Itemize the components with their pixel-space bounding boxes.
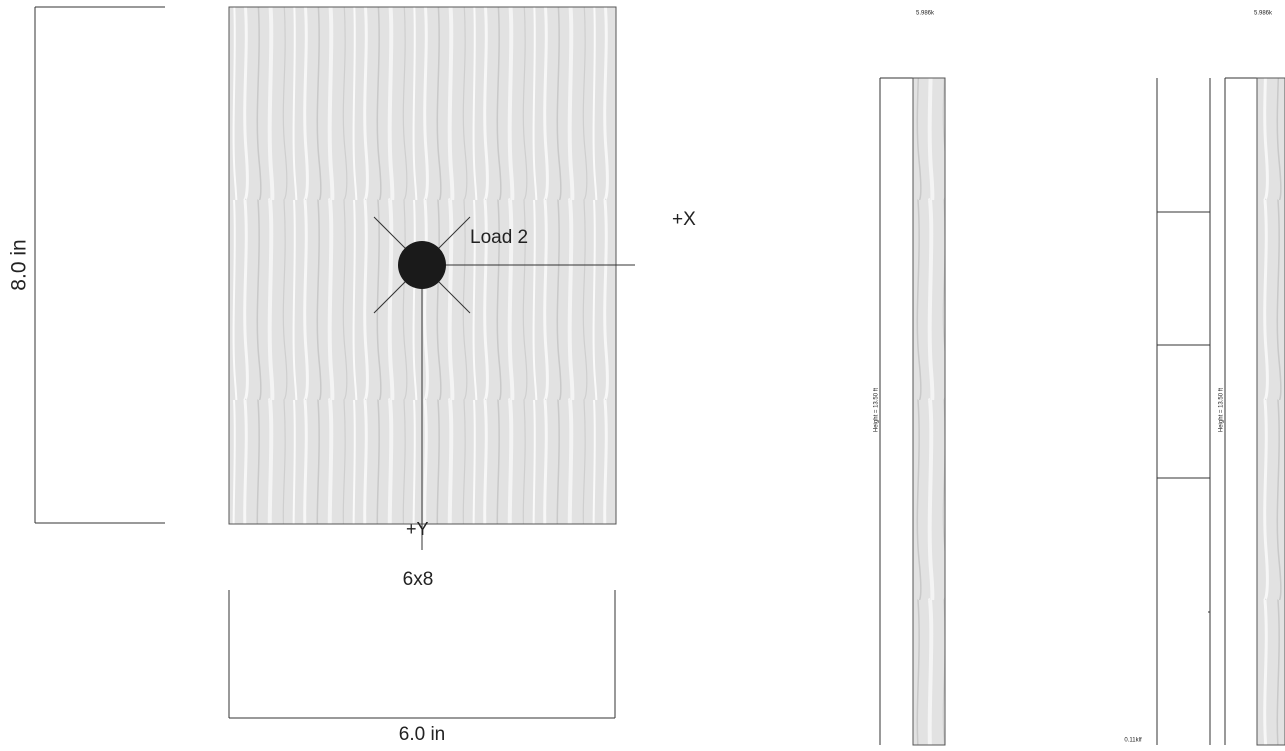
point-load-label: 5.986k <box>1254 11 1273 17</box>
line-load-label: 0.11klf <box>1124 738 1142 744</box>
load-label: Load 2 <box>470 227 528 248</box>
width-dimension: 6.0 in <box>229 590 615 745</box>
axis-y-label: +Y <box>406 519 429 539</box>
axis-x-label: +X <box>672 209 696 230</box>
width-label: 6.0 in <box>399 724 445 745</box>
elevation: 5.986k Height = 13.50 ft <box>874 11 945 745</box>
column <box>1257 78 1285 745</box>
height-label: Height = 13.50 ft <box>874 388 880 433</box>
column <box>913 78 945 745</box>
height-label: 8.0 in <box>8 239 31 290</box>
elevation: 0.11klf 5.986k Height = 13.50 ft <box>1124 11 1285 745</box>
height-label: Height = 13.50 ft <box>1219 388 1225 433</box>
height-dimension: 8.0 in <box>8 7 165 523</box>
point-load-label: 5.986k <box>916 11 935 17</box>
size-label: 6x8 <box>403 569 434 590</box>
diagram: 8.0 in Load 2 +X +Y 6x8 6.0 in 5.986k He… <box>0 0 1285 751</box>
